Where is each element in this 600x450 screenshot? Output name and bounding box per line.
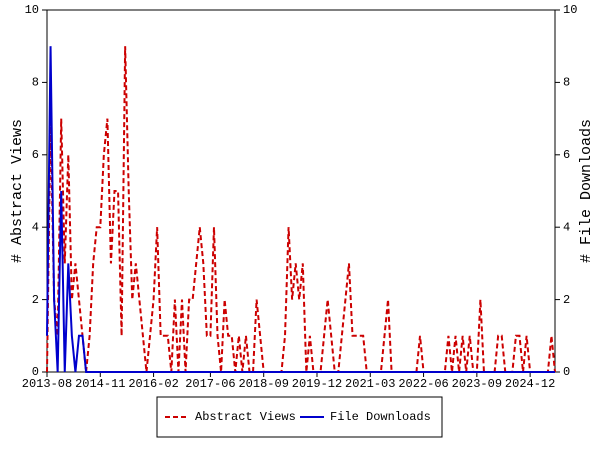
x-tick-label: 2023-09 <box>452 377 502 391</box>
x-tick-label: 2013-08 <box>22 377 72 391</box>
x-tick-label: 2014-11 <box>75 377 125 391</box>
y-tick-label: 4 <box>32 220 39 234</box>
x-tick-label: 2017-06 <box>185 377 235 391</box>
y2-tick-label: 2 <box>563 293 570 307</box>
y2-tick-label: 0 <box>563 365 570 379</box>
legend-label: Abstract Views <box>195 410 296 424</box>
series-line <box>46 46 555 373</box>
x-tick-label: 2019-12 <box>292 377 342 391</box>
y2-tick-label: 4 <box>563 220 570 234</box>
x-tick-label: 2024-12 <box>505 377 555 391</box>
y-tick-label: 8 <box>32 76 39 90</box>
series-line <box>46 46 556 373</box>
legend <box>156 396 443 438</box>
legend-label: File Downloads <box>330 410 431 424</box>
y-axis-label: # Abstract Views <box>9 119 26 263</box>
y2-axis-label: # File Downloads <box>578 119 595 263</box>
x-tick-label: 2022-06 <box>398 377 448 391</box>
y2-tick-label: 6 <box>563 148 570 162</box>
x-tick-label: 2018-09 <box>238 377 288 391</box>
x-tick-label: 2016-02 <box>128 377 178 391</box>
y-tick-label: 0 <box>32 365 39 379</box>
y2-tick-label: 10 <box>563 3 577 17</box>
x-tick-label: 2021-03 <box>345 377 395 391</box>
y2-tick-label: 8 <box>563 76 570 90</box>
y-tick-label: 10 <box>25 3 39 17</box>
y-tick-label: 2 <box>32 293 39 307</box>
y-tick-label: 6 <box>32 148 39 162</box>
